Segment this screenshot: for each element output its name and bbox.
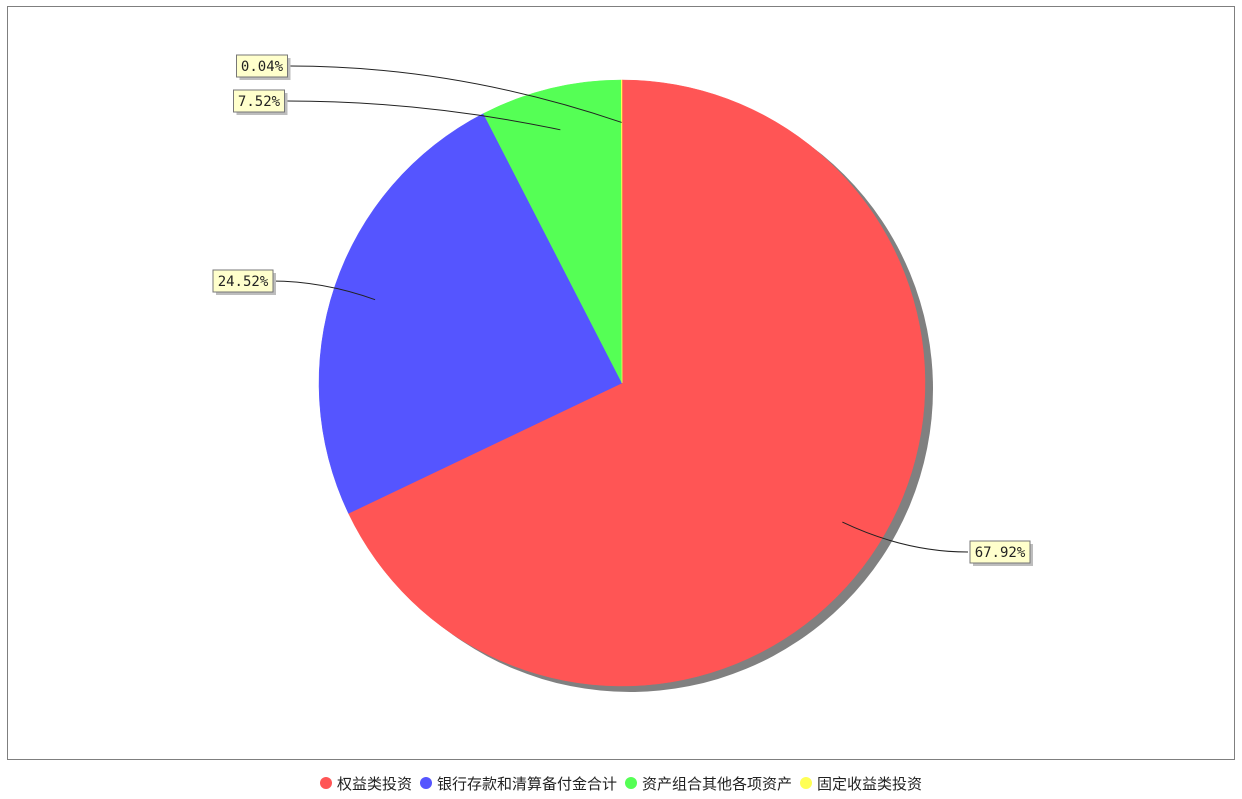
legend-swatch	[319, 777, 332, 789]
leader-line-4	[289, 65, 622, 123]
legend-swatch	[419, 777, 432, 789]
pie-slice-3	[483, 79, 623, 384]
label-box	[236, 54, 288, 78]
label-box	[233, 89, 285, 113]
label-box	[212, 269, 274, 293]
slice-labels: 67.92% 24.52% 7.52% 0.04%	[212, 54, 1033, 566]
legend-label: 银行存款和清算备付金合计	[436, 774, 617, 793]
label-text: 24.52%	[218, 274, 269, 290]
leader-line-1	[842, 521, 969, 553]
legend-item-1: 权益类投资	[319, 773, 412, 794]
slice-label-2: 24.52%	[212, 269, 276, 295]
legend-swatch	[625, 777, 637, 789]
slice-label-4: 0.04%	[236, 54, 291, 80]
label-leaders	[270, 65, 969, 553]
slice-label-1: 67.92%	[969, 540, 1033, 566]
slice-label-3: 7.52%	[233, 89, 288, 115]
chart-legend: 权益类投资 银行存款和清算备付金合计 资产组合其他各项资产 固定收益类投资	[0, 771, 1242, 795]
leader-line-3	[286, 100, 561, 131]
label-text: 7.52%	[238, 94, 281, 110]
pie-slices	[318, 79, 926, 687]
legend-item-3: 资产组合其他各项资产	[625, 773, 792, 794]
legend-swatch	[800, 777, 813, 789]
legend-item-2: 银行存款和清算备付金合计	[419, 773, 617, 794]
legend-label: 资产组合其他各项资产	[642, 774, 793, 793]
pie-slice-1	[348, 79, 926, 687]
legend-item-4: 固定收益类投资	[800, 773, 922, 794]
legend-label: 固定收益类投资	[817, 774, 923, 793]
legend-label: 权益类投资	[336, 774, 412, 793]
leader-line-2	[270, 280, 376, 301]
pie-slice-4	[620, 79, 623, 384]
label-box	[969, 540, 1031, 564]
label-text: 0.04%	[241, 59, 284, 75]
pie-slice-2	[318, 113, 623, 514]
label-text: 67.92%	[975, 545, 1026, 561]
